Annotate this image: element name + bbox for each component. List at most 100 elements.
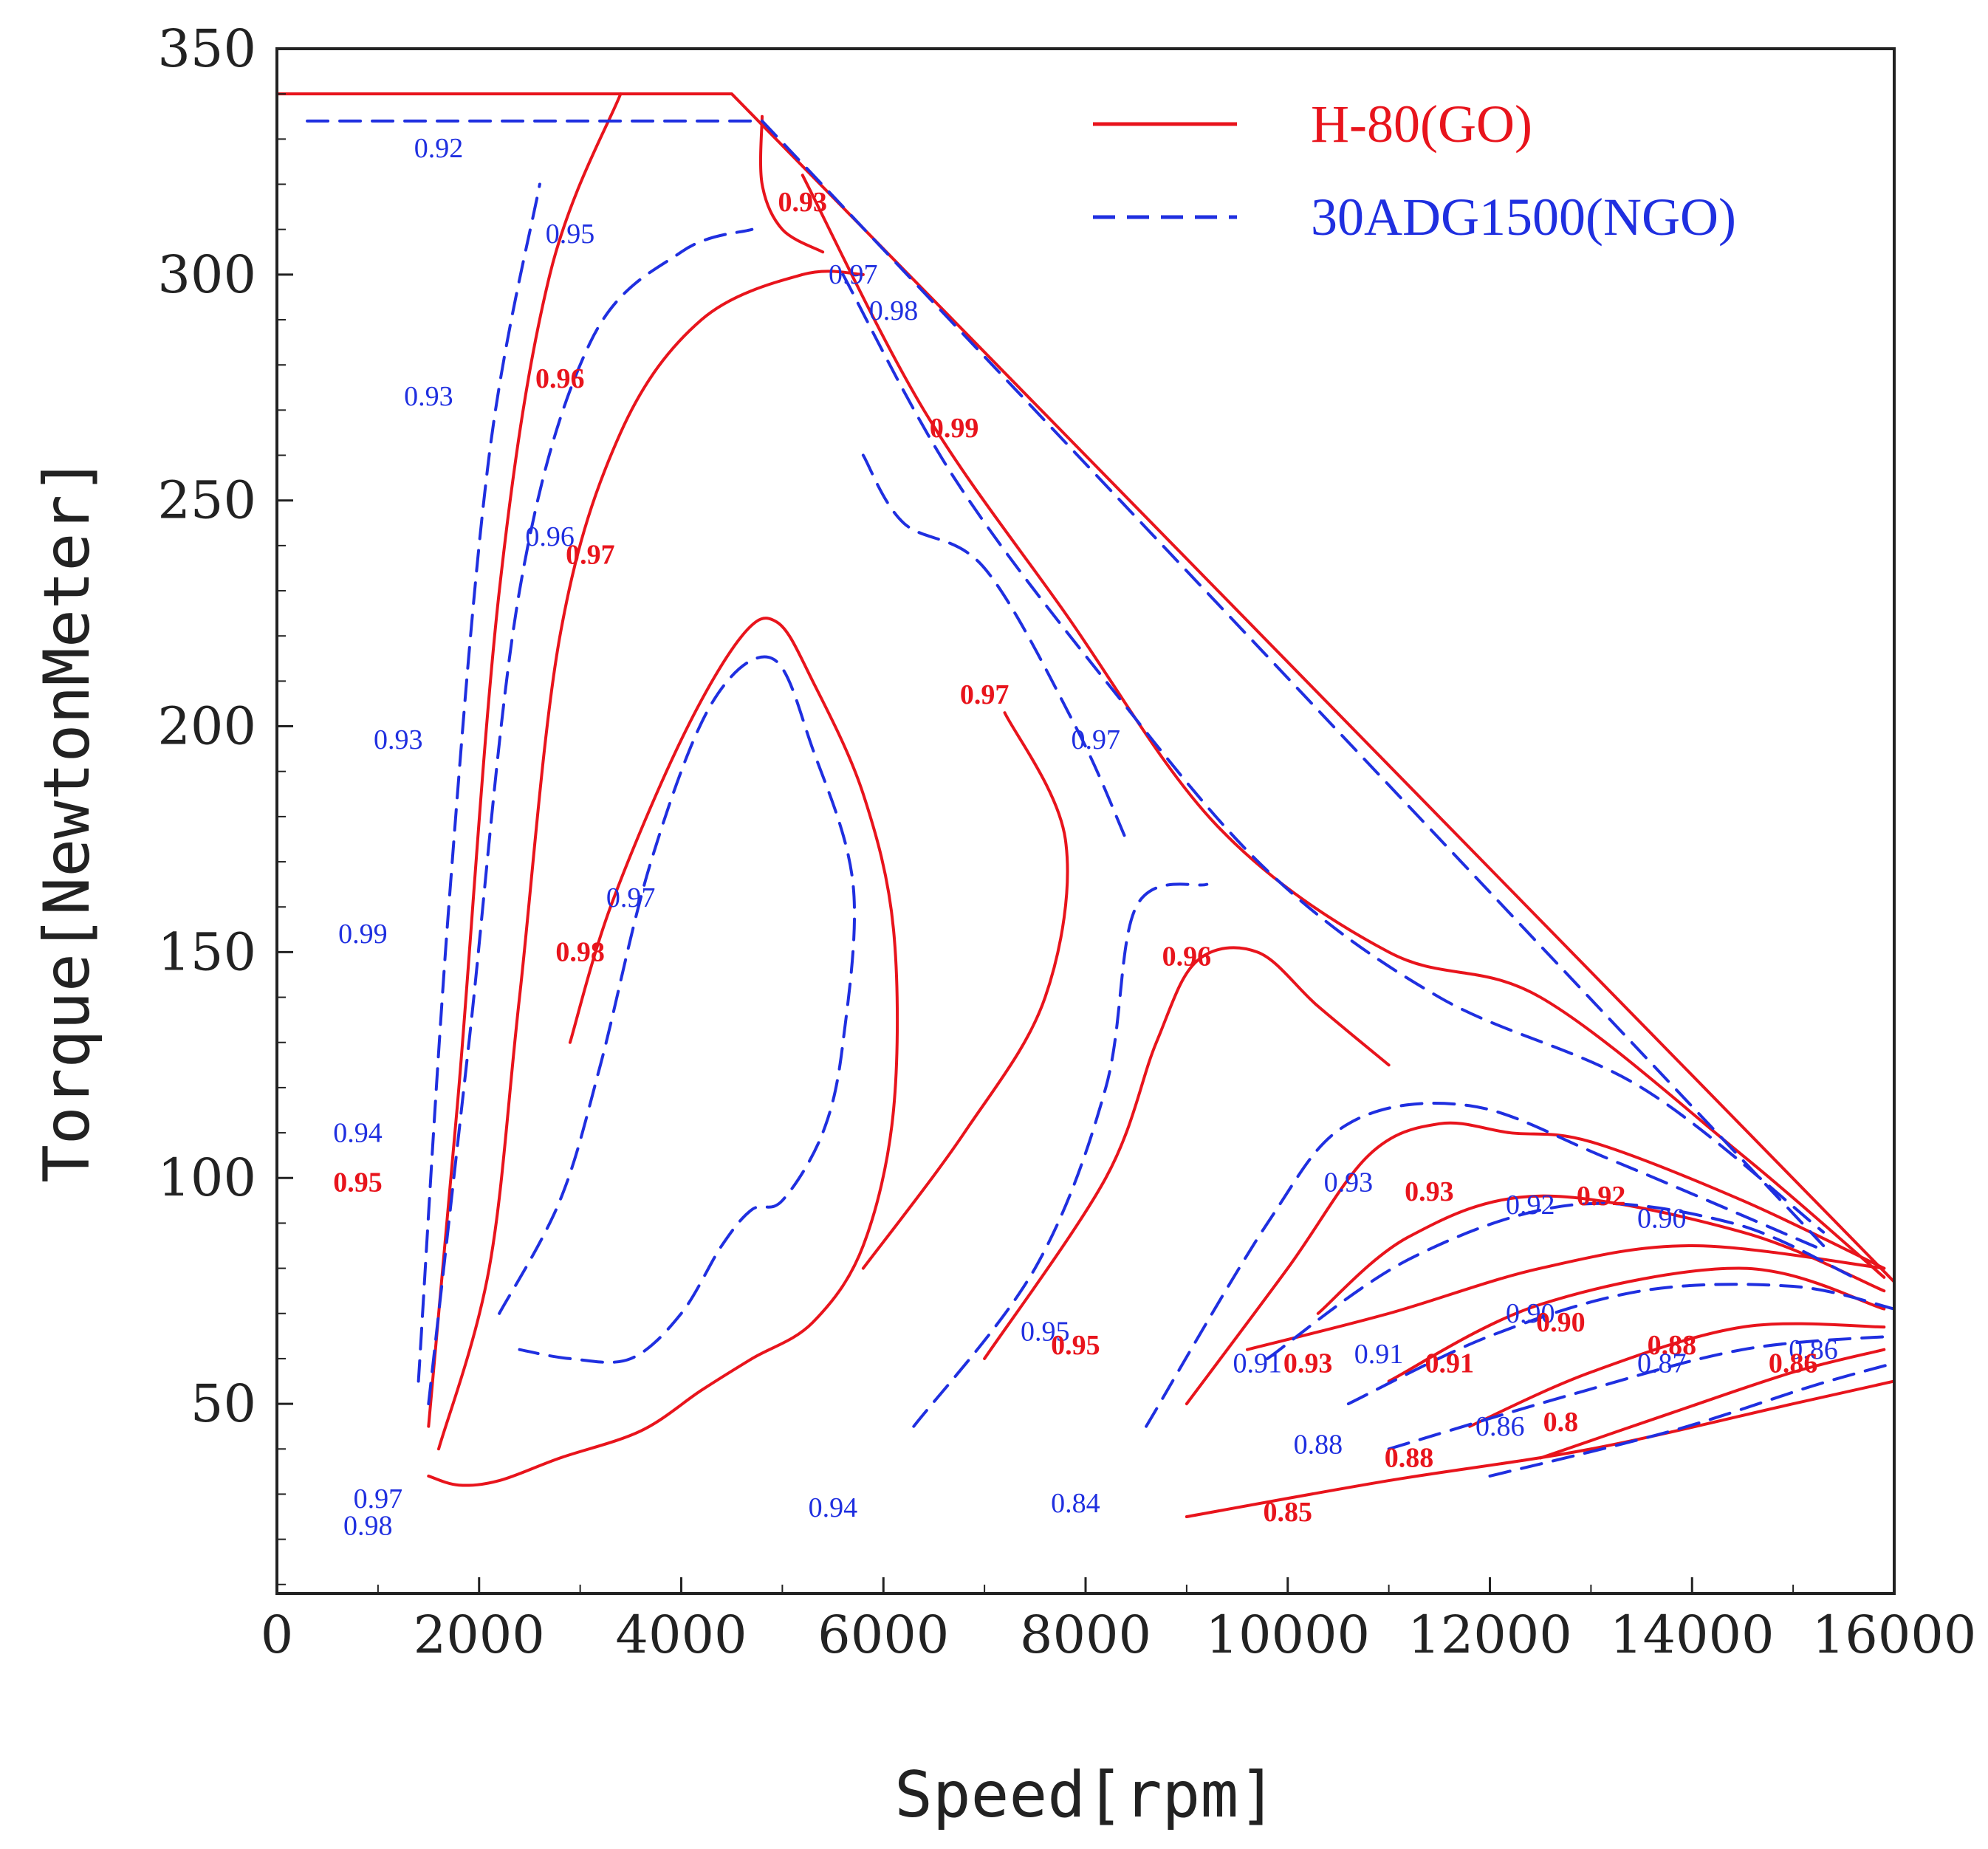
contour-label: 0.90 xyxy=(1637,1204,1687,1235)
contour-label: 0.97 xyxy=(606,882,656,913)
contour-label: 0.91 xyxy=(1233,1348,1282,1379)
contour-label: 0.99 xyxy=(338,919,388,950)
contour-label: 0.97 xyxy=(829,259,878,290)
contour-label: 0.98 xyxy=(343,1510,393,1541)
x-tick-label: 4000 xyxy=(615,1605,747,1665)
contour-line-0.95 xyxy=(912,882,1209,1428)
contour-label: 0.96 xyxy=(525,521,575,552)
contour-label: 0.91 xyxy=(1425,1348,1475,1379)
contour-line-0.96 xyxy=(983,946,1391,1360)
contour-line-0.99 xyxy=(801,174,1886,1279)
contour-line-0.92 xyxy=(1266,1201,1856,1360)
torque-envelope xyxy=(277,92,1894,1283)
contour-line-0.96 xyxy=(427,227,754,1406)
contour-label: 0.86 xyxy=(1475,1411,1525,1442)
contour-line-0.9 xyxy=(1346,1283,1894,1406)
contour-line-0.88 xyxy=(1387,1334,1894,1451)
contour-line-0.85 xyxy=(1185,1379,1894,1519)
contour-label: 0.95 xyxy=(546,219,595,250)
contour-line-0.93 xyxy=(1185,1121,1886,1406)
contour-line-0.88 xyxy=(1468,1322,1886,1428)
contour-label: 0.97 xyxy=(354,1483,403,1514)
x-tick-label: 12000 xyxy=(1408,1605,1572,1665)
x-tick-label: 8000 xyxy=(1020,1605,1151,1665)
contour-label: 0.96 xyxy=(535,363,585,394)
y-tick-label: 50 xyxy=(191,1373,256,1434)
contour-label: 0.88 xyxy=(1385,1443,1434,1474)
contour-line-0.95 xyxy=(417,182,541,1383)
contour-label: 0.84 xyxy=(1051,1488,1100,1519)
x-tick-label: 6000 xyxy=(818,1605,949,1665)
contour-label: 0.93 xyxy=(1324,1167,1374,1198)
contour-line-0.92 xyxy=(1316,1194,1886,1315)
contour-line-0.86 xyxy=(1488,1362,1894,1478)
legend-label: 30ADG1500(NGO) xyxy=(1311,188,1736,247)
contour-line-0.96 xyxy=(427,92,623,1428)
contour-label: 0.98 xyxy=(555,937,605,968)
contour-label: 0.92 xyxy=(414,133,464,164)
contour-line-0.97 xyxy=(437,270,865,1451)
x-tick-label: 2000 xyxy=(414,1605,545,1665)
contour-label: 0.92 xyxy=(1577,1181,1626,1212)
contour-labels: 0.920.950.930.970.980.960.930.990.960.97… xyxy=(333,133,1838,1542)
plot-background xyxy=(277,49,1894,1594)
contour-label: 0.97 xyxy=(566,539,615,570)
y-axis-title: Torque[NewtonMeter] xyxy=(30,456,104,1183)
y-tick-label: 250 xyxy=(157,470,256,531)
contour-line-0.98 xyxy=(841,272,1826,1234)
contour-label: 0.88 xyxy=(1294,1429,1343,1460)
y-tick-label: 150 xyxy=(157,922,256,982)
x-tick-label: 14000 xyxy=(1610,1605,1775,1665)
contour-label: 0.93 xyxy=(374,724,423,755)
contour-label: 0.94 xyxy=(809,1492,858,1523)
contour-label: 0.93 xyxy=(778,187,828,218)
contour-label: 0.86 xyxy=(1789,1334,1838,1365)
contour-label: 0.90 xyxy=(1536,1307,1586,1338)
x-axis: 0 2000 4000 6000 8000 10000 12000 14000 16000 xyxy=(261,1577,1977,1665)
contour-label: 0.90 xyxy=(1506,1298,1555,1329)
legend-label: H-80(GO) xyxy=(1311,95,1532,154)
contour-line-0.97 xyxy=(861,453,1128,841)
contour-label: 0.99 xyxy=(930,413,979,444)
contour-label: 0.97 xyxy=(960,679,1010,710)
contour-label: 0.95 xyxy=(1051,1330,1100,1361)
contour-line-0.86 xyxy=(1538,1348,1886,1460)
series-30ADG1500(NGO) xyxy=(306,119,1894,1478)
contour-label: 0.85 xyxy=(1264,1497,1313,1528)
contour-label: 0.8 xyxy=(1543,1407,1579,1438)
contour-line-0.93 xyxy=(1145,1102,1826,1428)
y-tick-label: 200 xyxy=(157,696,256,757)
contour-label: 0.97 xyxy=(1071,724,1120,755)
contour-line-0.98 xyxy=(427,617,899,1487)
contour-label: 0.98 xyxy=(869,295,919,326)
contour-line-0.9 xyxy=(1387,1266,1886,1383)
contour-label: 0.93 xyxy=(1283,1348,1333,1379)
y-axis: 50 100 150 200 250 300 350 xyxy=(157,18,293,1585)
y-tick-label: 350 xyxy=(157,18,256,79)
contour-line-0.97 xyxy=(861,711,1069,1270)
y-tick-label: 300 xyxy=(157,244,256,305)
x-tick-label: 0 xyxy=(261,1605,294,1665)
x-tick-label: 16000 xyxy=(1812,1605,1977,1665)
contour-label: 0.93 xyxy=(1405,1176,1454,1207)
contour-label: 0.96 xyxy=(1162,941,1212,972)
series-layer xyxy=(277,92,1894,1519)
x-tick-label: 10000 xyxy=(1205,1605,1370,1665)
contour-label: 0.94 xyxy=(333,1117,383,1148)
y-tick-label: 100 xyxy=(157,1148,256,1208)
contour-label: 0.95 xyxy=(1021,1316,1070,1347)
x-axis-title: Speed[rpm] xyxy=(894,1758,1277,1832)
contour-label: 0.93 xyxy=(404,381,453,412)
torque-envelope xyxy=(306,119,1826,1247)
contour-label: 0.91 xyxy=(1354,1339,1404,1370)
contour-label: 0.86 xyxy=(1769,1348,1818,1379)
contour-label: 0.92 xyxy=(1506,1190,1555,1221)
contour-line-0.91 xyxy=(1246,1243,1886,1351)
legend: H-80(GO) 30ADG1500(NGO) xyxy=(1093,95,1736,247)
series-H-80(GO) xyxy=(277,92,1894,1519)
contour-label: 0.95 xyxy=(333,1167,383,1198)
contour-label: 0.88 xyxy=(1648,1330,1697,1361)
contour-line-0.93 xyxy=(758,114,825,254)
contour-label: 0.87 xyxy=(1637,1348,1687,1379)
